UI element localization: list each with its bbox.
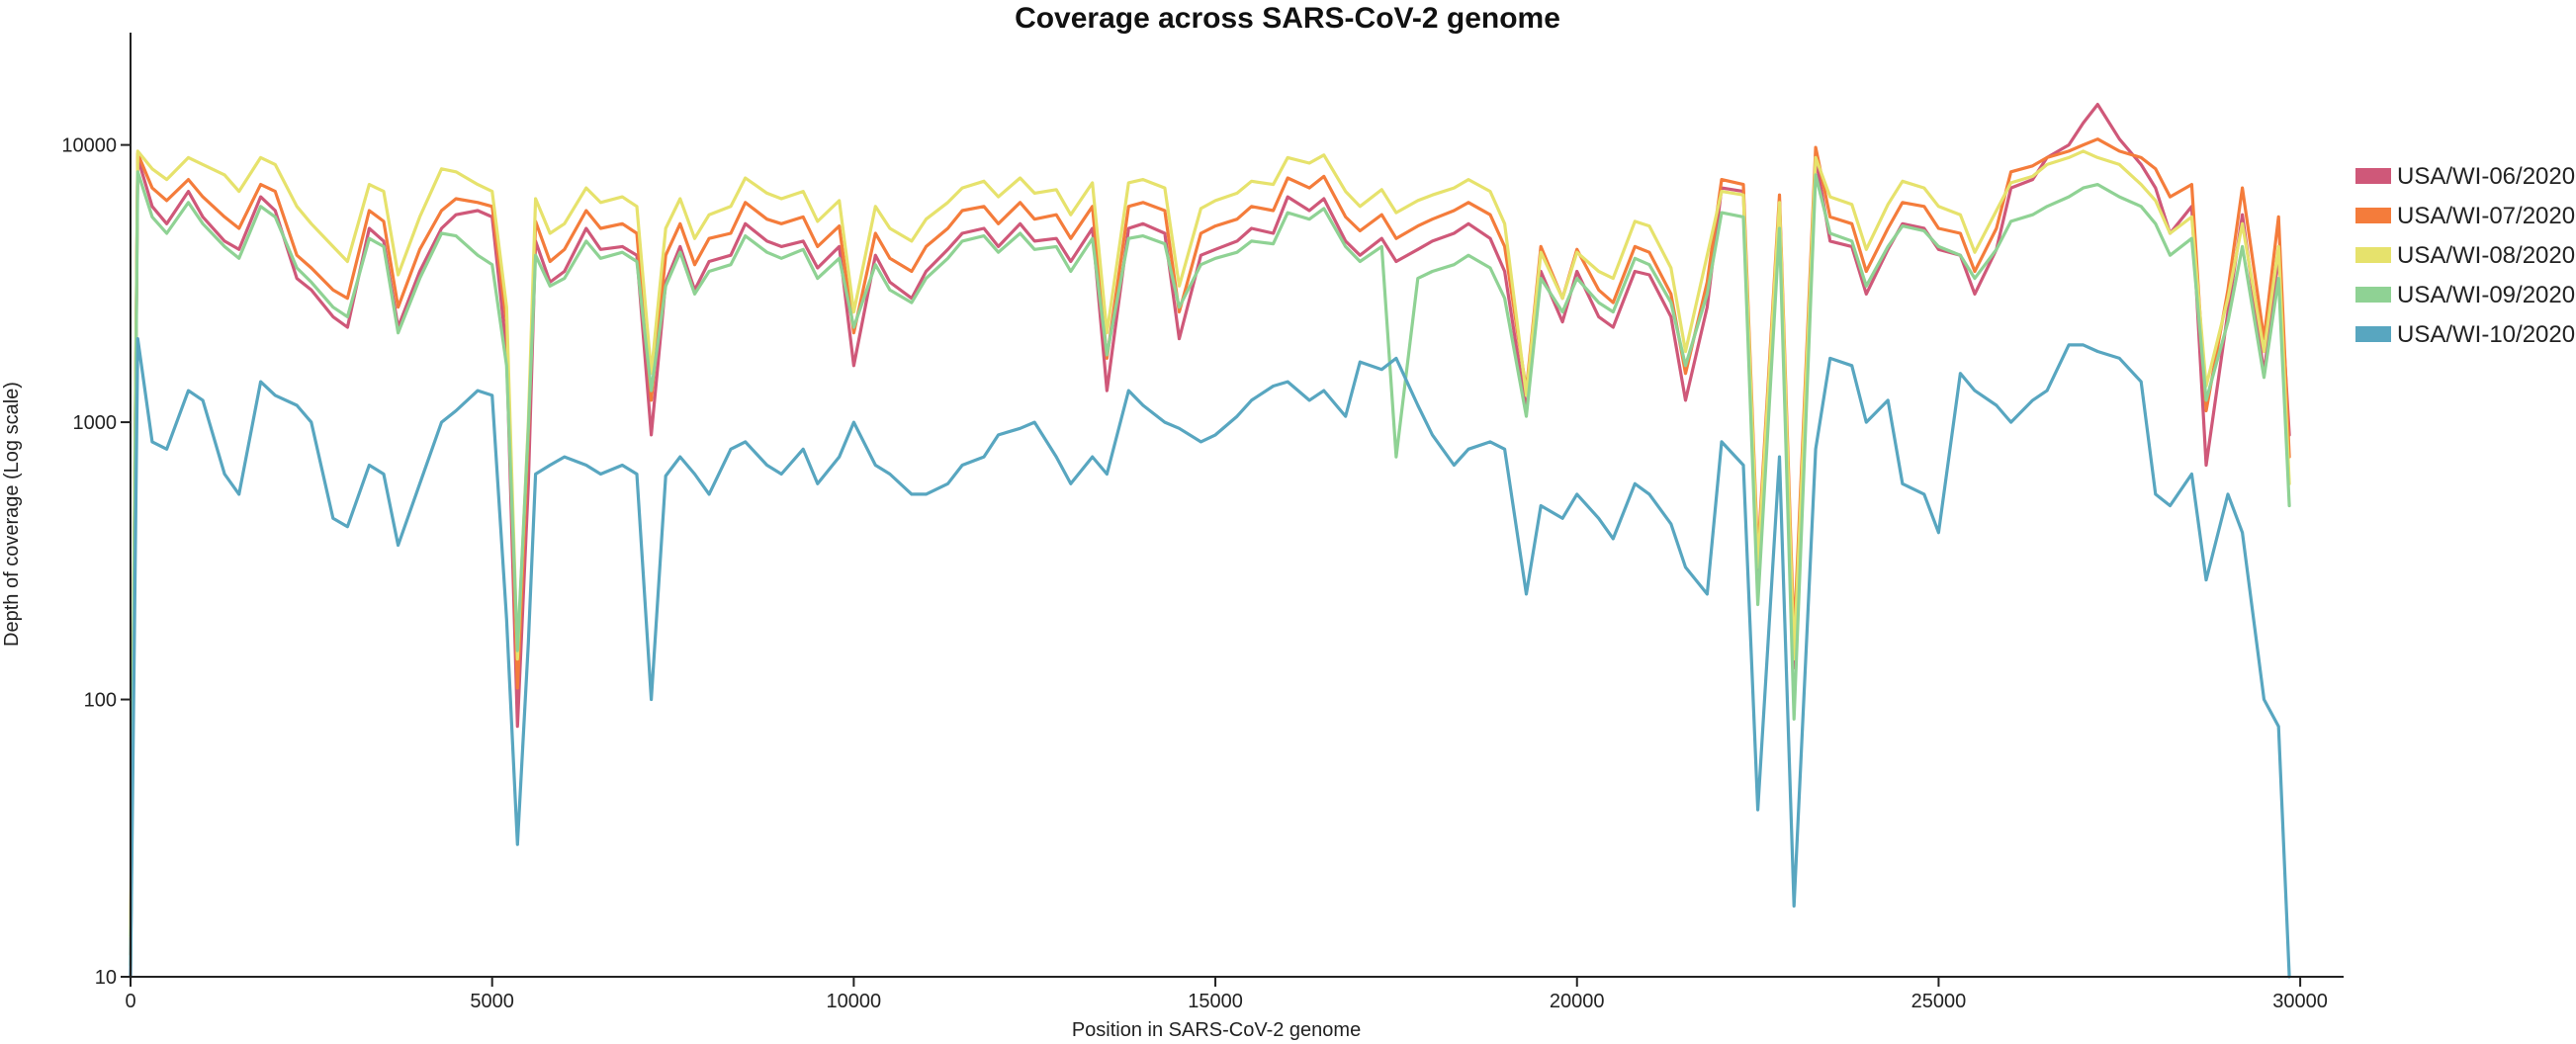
chart-title: Coverage across SARS-CoV-2 genome	[1015, 2, 1560, 35]
series-group	[129, 103, 2291, 979]
y-tick-label: 100	[84, 690, 117, 712]
series-line-3	[129, 149, 2291, 938]
x-tick-label: 20000	[1550, 991, 1605, 1012]
legend-label: USA/WI-10/2020	[2397, 321, 2575, 348]
series-line-2	[129, 137, 2291, 957]
series-line-5	[129, 337, 2291, 979]
y-axis-label: Depth of coverage (Log scale)	[1, 382, 23, 647]
legend-label: USA/WI-06/2020	[2397, 163, 2575, 190]
legend-swatch	[2355, 208, 2391, 223]
x-axis-ticks: 0 5000 10000 15000 20000 25000 30000	[125, 977, 2328, 1012]
legend-label: USA/WI-09/2020	[2397, 282, 2575, 308]
legend-label: USA/WI-08/2020	[2397, 242, 2575, 269]
y-tick-label: 1000	[73, 412, 118, 434]
legend-label: USA/WI-07/2020	[2397, 203, 2575, 229]
plot-area: 10 100 1000 10000 0 5000 10000 15000 20000 25000…	[61, 33, 2344, 1012]
x-tick-label: 5000	[470, 991, 514, 1012]
legend-swatch	[2355, 326, 2391, 342]
x-axis-label: Position in SARS-CoV-2 genome	[1072, 1019, 1361, 1041]
series-line-4	[129, 170, 2291, 967]
y-tick-label: 10000	[61, 135, 117, 157]
y-tick-label: 10	[95, 967, 117, 989]
x-tick-label: 25000	[1911, 991, 1967, 1012]
legend-swatch	[2355, 168, 2391, 184]
legend-swatch	[2355, 247, 2391, 263]
x-tick-label: 0	[125, 991, 135, 1012]
x-tick-label: 30000	[2272, 991, 2328, 1012]
legend: USA/WI-06/2020 USA/WI-07/2020 USA/WI-08/20…	[2355, 163, 2575, 348]
legend-swatch	[2355, 287, 2391, 303]
y-axis-ticks: 10 100 1000 10000	[61, 135, 131, 989]
x-tick-label: 10000	[827, 991, 882, 1012]
x-tick-label: 15000	[1188, 991, 1243, 1012]
